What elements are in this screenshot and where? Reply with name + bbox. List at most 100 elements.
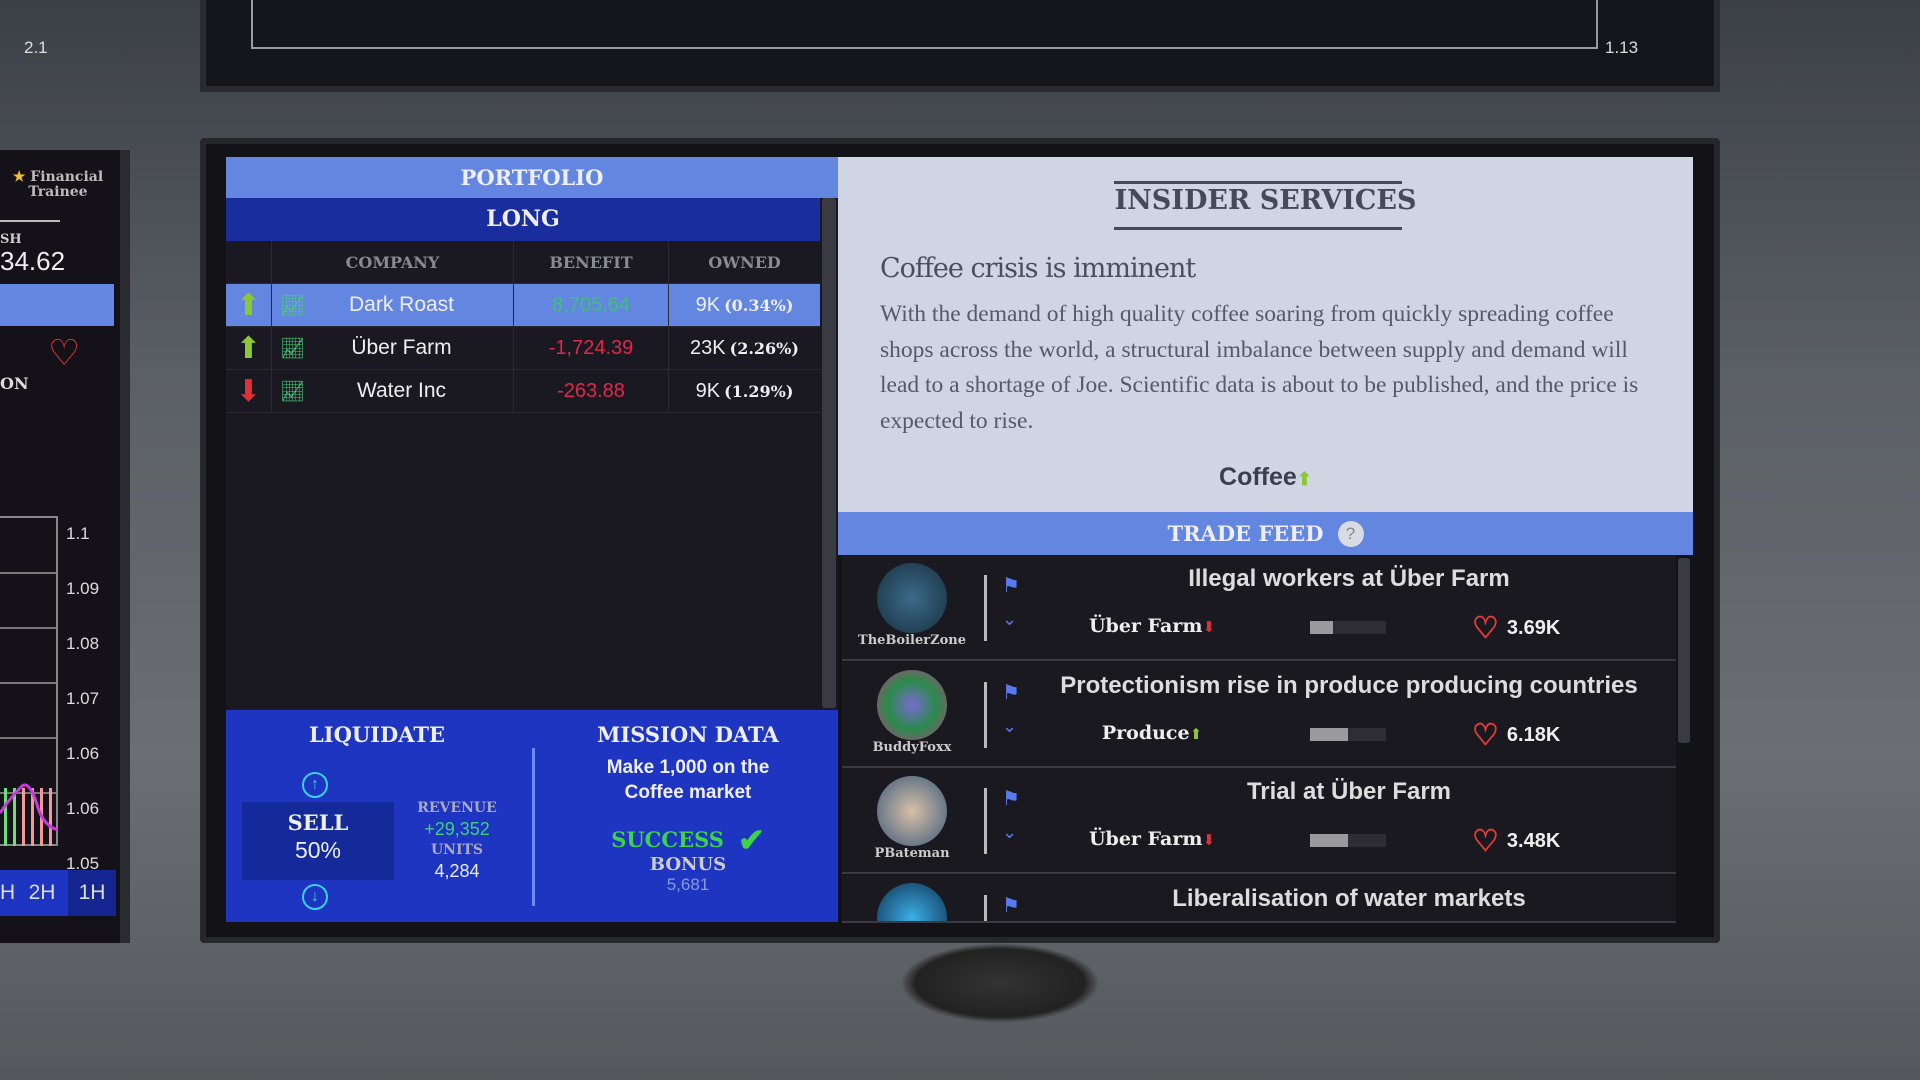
feed-item[interactable]: ⚑ Liberalisation of water markets: [842, 874, 1676, 923]
feed-company: Produce: [1101, 721, 1190, 744]
monitor-stand: [900, 943, 1100, 1023]
feed-title: Liberalisation of water markets: [1172, 884, 1526, 912]
decrease-icon[interactable]: ↓: [302, 884, 328, 910]
insider-body: With the demand of high quality coffee s…: [880, 301, 1639, 434]
mission-objective: Make 1,000 on the Coffee market: [606, 757, 770, 803]
units-value: 4,284: [434, 861, 480, 881]
portfolio-row[interactable]: ⬆ 📈︎ Dark Roast 8,705.64 9K (0.34%): [226, 284, 820, 327]
avatar[interactable]: [877, 563, 947, 633]
help-icon[interactable]: ?: [1337, 520, 1364, 547]
mission-status: SUCCESS: [611, 827, 724, 852]
rank-label: Financial Trainee: [28, 169, 104, 200]
feed-title: Illegal workers at Über Farm: [1188, 565, 1510, 592]
heart-icon[interactable]: ♡: [1472, 825, 1499, 858]
impact-bar: [1310, 834, 1386, 847]
liquidate-title: LIQUIDATE: [308, 722, 445, 747]
username[interactable]: TheBoilerZone: [858, 633, 966, 648]
username[interactable]: BuddyFoxx: [872, 739, 952, 755]
y-tick: 1.07: [66, 689, 100, 708]
chevron-down-icon[interactable]: ⌄: [1002, 822, 1018, 842]
chart-icon[interactable]: 📈︎: [280, 380, 306, 403]
cash-label: SH: [0, 232, 22, 247]
company-name: Über Farm: [351, 336, 452, 359]
chart-icon[interactable]: 📈︎: [280, 294, 306, 317]
left-y-axis: 1.1 1.09 1.08 1.07 1.06 1.06 1.05: [66, 506, 99, 891]
flag-icon[interactable]: ⚑: [1002, 788, 1020, 810]
timeframe-tab[interactable]: 1H: [68, 870, 116, 916]
chevron-down-icon[interactable]: ⌄: [1002, 609, 1018, 629]
check-icon: ✔: [737, 821, 765, 858]
table-header: COMPANY BENEFIT OWNED: [226, 241, 820, 284]
bonus-label: BONUS: [649, 854, 727, 875]
avatar[interactable]: [877, 669, 947, 740]
sell-button[interactable]: SELL 50%: [242, 802, 394, 880]
chart-icon[interactable]: 📈︎: [280, 337, 306, 360]
benefit-value: 8,705.64: [514, 284, 669, 326]
revenue-value: +29,352: [424, 819, 490, 839]
y-tick: 1.05: [66, 854, 100, 873]
feed-item[interactable]: PBateman ⚑ ⌄ Trial at Über Farm Über Far…: [842, 768, 1676, 874]
portfolio-scrollbar[interactable]: [822, 198, 836, 708]
avatar[interactable]: [877, 882, 947, 921]
heart-icon[interactable]: ♡: [1472, 612, 1499, 645]
flag-icon[interactable]: ⚑: [1002, 894, 1020, 917]
like-count: 3.69K: [1506, 617, 1561, 639]
left-monitor: ★ Financial Trainee SH 34.62 ♡ ON 1.1 1.…: [0, 150, 130, 943]
timeframe-tab[interactable]: 2H: [16, 870, 68, 916]
avatar[interactable]: [877, 776, 947, 846]
feed-company: Über Farm: [1088, 828, 1203, 850]
arrow-up-icon: ⬆: [235, 331, 262, 365]
arrow-down-icon: ⬇: [1202, 831, 1216, 849]
arrow-up-icon: ⬆: [235, 288, 262, 322]
feed-scrollbar[interactable]: [1678, 558, 1690, 743]
heart-icon[interactable]: ♡: [48, 332, 81, 373]
company-name: Water Inc: [356, 379, 447, 402]
left-chart-candles: [0, 783, 58, 846]
top-chart-frame: [251, 0, 1598, 49]
timeframe-tab[interactable]: H: [0, 870, 16, 916]
benefit-value: -263.88: [514, 370, 669, 412]
sell-percent: 50%: [294, 837, 342, 863]
chevron-down-icon[interactable]: ⌄: [1002, 715, 1018, 736]
left-price-chart: [0, 516, 58, 846]
like-count: 3.48K: [1506, 830, 1561, 852]
owned-value: 9K: [695, 379, 721, 402]
cash-value: 34.62: [0, 246, 66, 276]
y-tick: 1.1: [66, 524, 90, 543]
increase-icon[interactable]: ↑: [302, 772, 328, 798]
heart-icon[interactable]: ♡: [1472, 718, 1499, 752]
portfolio-row[interactable]: ⬆ 📈︎ Über Farm -1,724.39 23K (2.26%): [226, 327, 820, 370]
insider-market: Coffee: [1219, 463, 1297, 491]
portfolio-title: PORTFOLIO: [226, 157, 838, 198]
col-benefit: BENEFIT: [514, 241, 669, 283]
y-tick: 1.08: [66, 634, 100, 653]
owned-percent: (2.26%): [729, 338, 799, 358]
trade-feed-header: TRADE FEED ?: [838, 512, 1693, 555]
flag-icon[interactable]: ⚑: [1002, 681, 1020, 704]
feed-company: Über Farm: [1088, 615, 1203, 637]
insider-headline: Coffee crisis is imminent: [880, 253, 1196, 284]
flag-icon[interactable]: ⚑: [1002, 575, 1020, 597]
top-monitor: [200, 0, 1720, 92]
company-name: Dark Roast: [348, 293, 455, 316]
sell-label: SELL: [287, 810, 349, 835]
username[interactable]: PBateman: [874, 846, 950, 861]
left-selected-bar[interactable]: [0, 284, 114, 326]
col-owned: OWNED: [708, 252, 781, 272]
bonus-value: 5,681: [666, 875, 710, 894]
divider: [532, 748, 535, 906]
insider-title: INSIDER SERVICES: [1114, 185, 1417, 216]
top-chart-left-label: 2.1: [24, 38, 48, 57]
feed-title: Trial at Über Farm: [1246, 778, 1452, 805]
feed-item[interactable]: BuddyFoxx ⚑ ⌄ Protectionism rise in prod…: [842, 661, 1676, 768]
tab-long[interactable]: LONG: [226, 198, 820, 241]
revenue-label: REVENUE: [417, 800, 497, 816]
portfolio-row[interactable]: ⬇ 📈︎ Water Inc -263.88 9K (1.29%): [226, 370, 820, 413]
owned-percent: (1.29%): [724, 381, 794, 401]
feed-item[interactable]: TheBoilerZone ⚑ ⌄ Illegal workers at Übe…: [842, 555, 1676, 661]
impact-bar: [1310, 621, 1386, 634]
top-chart-right-label: 1.13: [1605, 38, 1639, 57]
benefit-value: -1,724.39: [514, 327, 669, 369]
mission-title: MISSION DATA: [597, 722, 779, 747]
like-count: 6.18K: [1506, 723, 1561, 746]
